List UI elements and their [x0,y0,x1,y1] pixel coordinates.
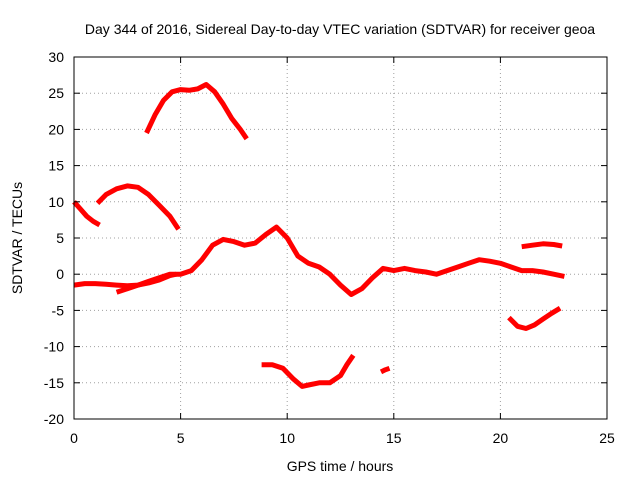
y-tick-label: -5 [52,302,65,318]
x-tick-label: 5 [177,430,185,446]
data-series [72,82,565,389]
y-tick-label: 20 [48,121,64,137]
x-tick-label: 10 [279,430,295,446]
y-tick-label: -15 [44,375,64,391]
x-axis-label: GPS time / hours [287,458,394,474]
x-tick-label: 15 [386,430,402,446]
y-tick-label: 5 [56,230,64,246]
x-tick-label: 20 [493,430,509,446]
series-line-arc-2 [144,82,249,141]
series-line-arc-main-1b [115,224,565,297]
y-tick-label: 15 [48,158,64,174]
y-tick-label: 30 [48,49,64,65]
series-line-arc-3 [95,183,181,231]
y-tick-label: -20 [44,411,64,427]
axis-ticks: 0 5 10 15 20 25 -20 -15 -10 -5 0 5 10 15 20 25 30 [44,49,615,446]
series-line-arc-8 [521,241,563,250]
y-tick-label: 25 [48,85,64,101]
chart-title: Day 344 of 2016, Sidereal Day-to-day VTE… [85,21,595,37]
y-tick-label: 10 [48,194,64,210]
y-axis-label: SDTVAR / TECUs [9,182,25,294]
y-tick-label: 0 [56,266,64,282]
series-line-arc-6 [379,365,391,375]
series-line-arc-4 [72,200,101,228]
x-tick-label: 25 [599,430,615,446]
x-tick-label: 0 [70,430,78,446]
series-line-arc-7 [507,306,562,331]
y-tick-label: -10 [44,339,64,355]
series-line-arc-5 [261,353,356,389]
